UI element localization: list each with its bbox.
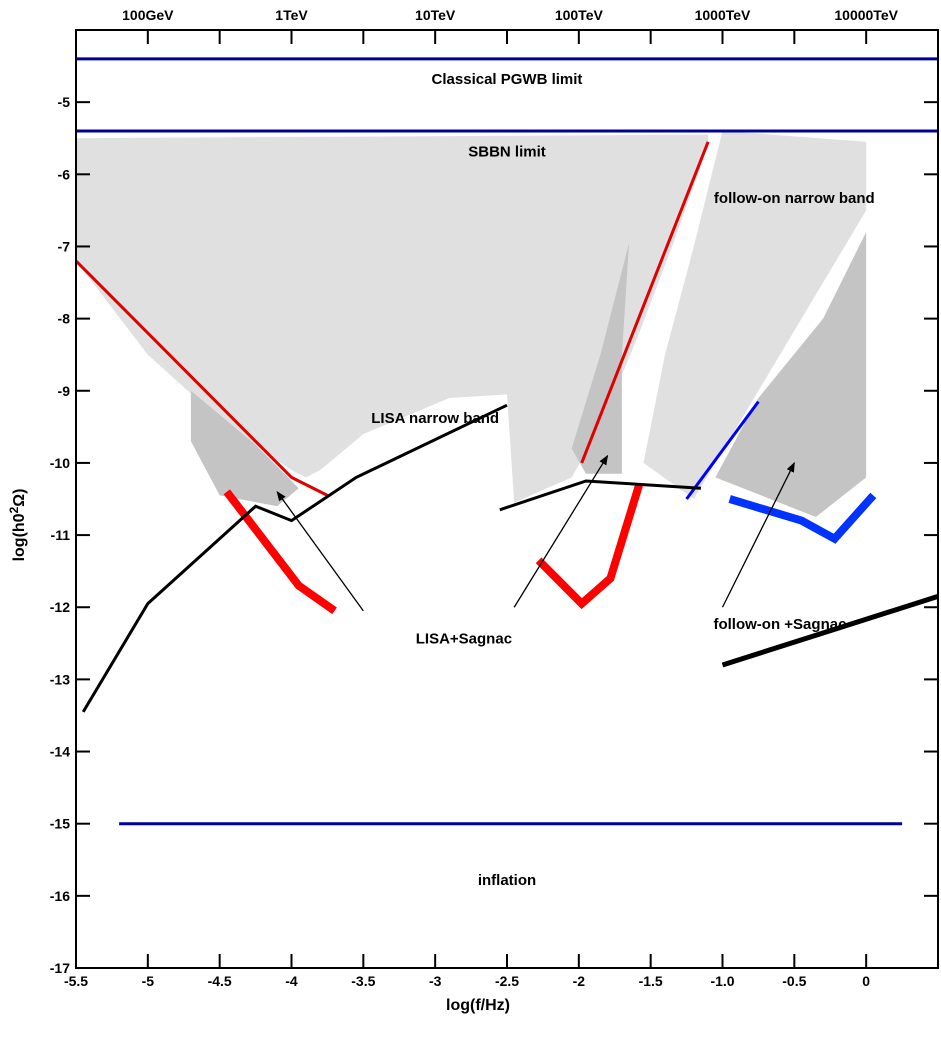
- region-1: [643, 131, 867, 499]
- y-tick-label: -8: [58, 311, 71, 327]
- series-lines: [74, 57, 939, 826]
- x-tick-label: -4.5: [208, 973, 232, 989]
- x-tick-label: -1.5: [639, 973, 663, 989]
- y-tick-label: -9: [58, 383, 71, 399]
- x-tick-label: -2.5: [495, 973, 519, 989]
- top-tick-label: 1000TeV: [695, 7, 751, 23]
- series-line-7: [685, 400, 760, 500]
- region-3: [571, 242, 630, 474]
- x-axis-label: log(f/Hz): [446, 997, 510, 1014]
- y-tick-label: -12: [50, 599, 70, 615]
- annotations: Classical PGWB limit SBBN limit follow-on …: [371, 71, 874, 889]
- y-tick-label: -5: [58, 94, 71, 110]
- annotation-5: follow-on +Sagnac: [713, 616, 846, 633]
- x-tick-label: 0: [862, 973, 870, 989]
- x-tick-label: -3: [429, 973, 442, 989]
- x-tick-label: -0.5: [782, 973, 806, 989]
- series-line-11: [721, 594, 939, 668]
- top-tick-label: 10TeV: [415, 7, 456, 23]
- annotation-4: LISA+Sagnac: [416, 630, 512, 647]
- region-0: [76, 134, 709, 503]
- x-tick-label: -5: [142, 973, 155, 989]
- series-line-10: [499, 479, 701, 512]
- y-tick-label: -6: [58, 166, 71, 182]
- x-tick-label: -5.5: [64, 973, 88, 989]
- arrow-2: [721, 462, 795, 608]
- top-tick-label: 100TeV: [555, 7, 604, 23]
- x-tick-label: -4: [285, 973, 298, 989]
- y-tick-label: -10: [50, 455, 70, 471]
- region-4: [715, 232, 867, 517]
- top-tick-label: 100GeV: [122, 7, 174, 23]
- annotation-0: Classical PGWB limit: [432, 71, 583, 88]
- y-axis-label: log(h02Ω): [7, 489, 28, 562]
- series-line-6: [535, 483, 644, 610]
- arrow-1: [513, 454, 609, 608]
- y-tick-label: -16: [50, 888, 70, 904]
- top-tick-label: 10000TeV: [834, 7, 898, 23]
- annotation-2: follow-on narrow band: [714, 190, 875, 207]
- axis-ticks: -5.5 -5 -4.5 -4 -3.5 -3 -2.5 -2 -1.5 -1.0 -0.5 0 -5 -…: [50, 7, 938, 989]
- series-line-4: [580, 141, 710, 464]
- arrow-0: [276, 490, 364, 612]
- annotation-1: SBBN limit: [468, 143, 546, 160]
- region-2: [190, 390, 299, 507]
- top-tick-label: 1TeV: [275, 7, 308, 23]
- x-tick-label: -1.0: [710, 973, 734, 989]
- x-tick-label: -3.5: [351, 973, 375, 989]
- series-line-8: [728, 492, 877, 544]
- y-tick-label: -13: [50, 671, 70, 687]
- y-tick-label: -15: [50, 816, 70, 832]
- series-line-5: [223, 489, 337, 615]
- annotation-3: LISA narrow band: [371, 410, 499, 427]
- annotation-6: inflation: [478, 872, 536, 889]
- y-tick-label: -7: [58, 238, 71, 254]
- series-line-9: [81, 403, 508, 713]
- y-tick-label: -11: [51, 527, 71, 543]
- x-tick-label: -2: [573, 973, 586, 989]
- series-line-3: [74, 259, 329, 497]
- arrows: [276, 454, 795, 612]
- shaded-regions: [76, 131, 867, 517]
- y-tick-label: -17: [50, 960, 70, 976]
- y-tick-label: -14: [50, 744, 70, 760]
